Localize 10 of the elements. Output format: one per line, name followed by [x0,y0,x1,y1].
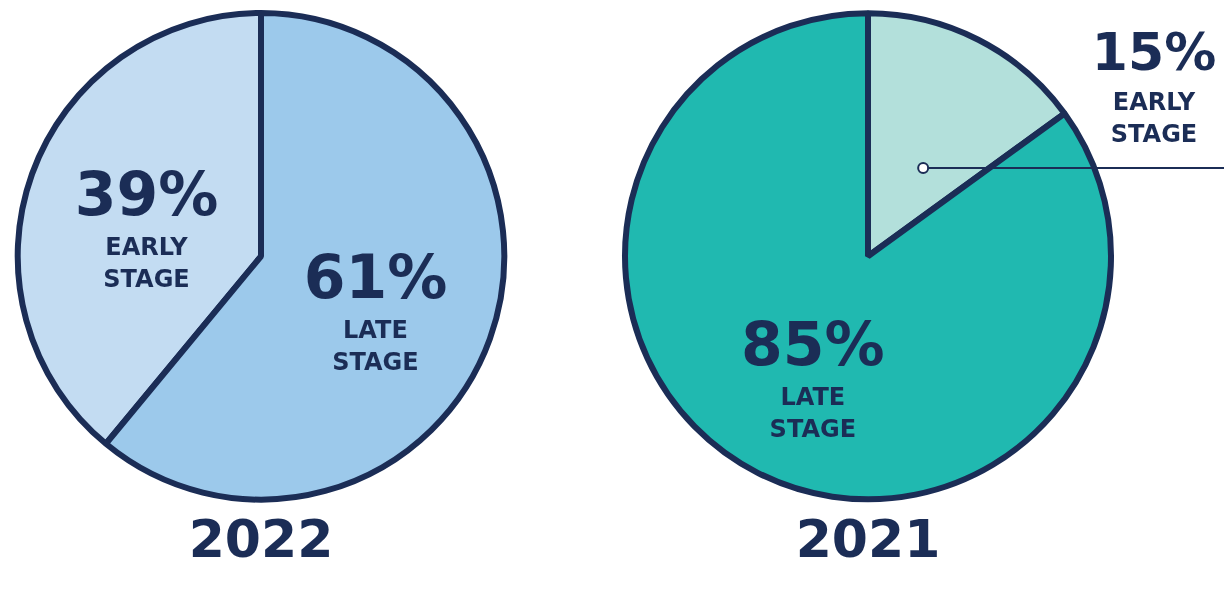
data-label: 61% [303,241,448,312]
text: 2021 [795,509,941,570]
slice-label: LATE STAGE [332,315,419,376]
text: 2022 [188,509,334,570]
slice-label: EARLY STAGE [1110,88,1198,148]
slice-label: LATE STAGE [769,382,857,443]
data-label: 15% [1091,22,1217,82]
data-label: 39% [74,159,219,230]
slice-label: EARLY STAGE [103,233,190,294]
data-label: 85% [741,308,885,379]
